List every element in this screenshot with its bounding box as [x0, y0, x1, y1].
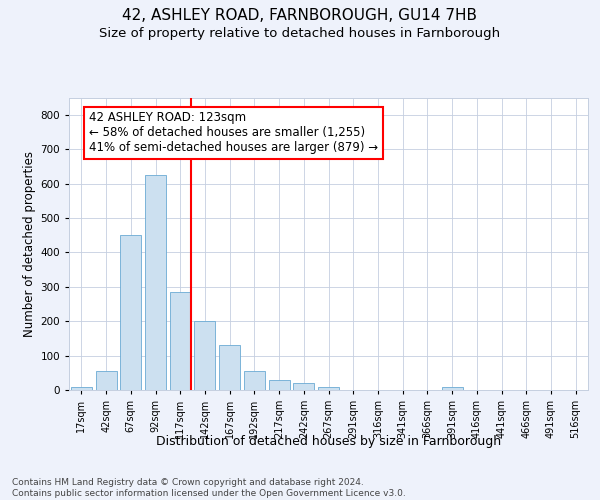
Text: 42, ASHLEY ROAD, FARNBOROUGH, GU14 7HB: 42, ASHLEY ROAD, FARNBOROUGH, GU14 7HB — [122, 8, 478, 22]
Bar — [269, 380, 290, 390]
Bar — [120, 235, 141, 390]
Text: 42 ASHLEY ROAD: 123sqm
← 58% of detached houses are smaller (1,255)
41% of semi-: 42 ASHLEY ROAD: 123sqm ← 58% of detached… — [89, 112, 378, 154]
Bar — [442, 387, 463, 390]
Bar — [170, 292, 191, 390]
Text: Size of property relative to detached houses in Farnborough: Size of property relative to detached ho… — [100, 28, 500, 40]
Bar — [293, 383, 314, 390]
Bar — [318, 386, 339, 390]
Bar — [244, 371, 265, 390]
Bar — [219, 346, 240, 390]
Y-axis label: Number of detached properties: Number of detached properties — [23, 151, 36, 337]
Text: Contains HM Land Registry data © Crown copyright and database right 2024.
Contai: Contains HM Land Registry data © Crown c… — [12, 478, 406, 498]
Text: Distribution of detached houses by size in Farnborough: Distribution of detached houses by size … — [156, 435, 502, 448]
Bar — [194, 321, 215, 390]
Bar — [71, 386, 92, 390]
Bar — [145, 175, 166, 390]
Bar — [95, 371, 116, 390]
